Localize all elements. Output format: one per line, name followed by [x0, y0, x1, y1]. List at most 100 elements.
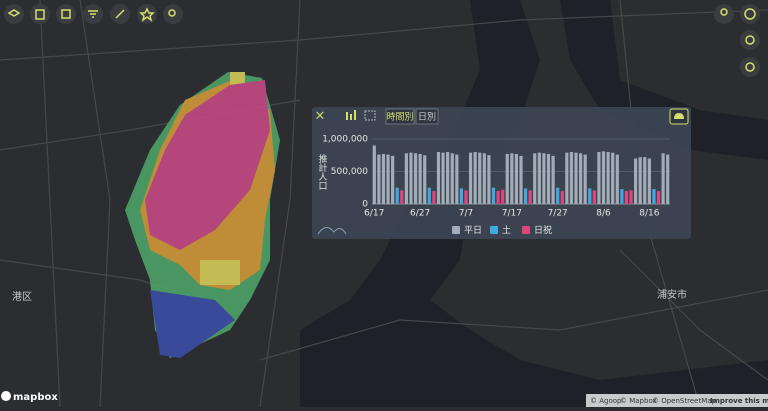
bar [400, 190, 404, 204]
attribution-link[interactable]: Improve this map [710, 397, 768, 405]
x-tick-label: 6/27 [410, 209, 430, 219]
bar [505, 153, 509, 204]
grid-view-icon[interactable] [364, 110, 376, 121]
x-tick-label: 6/17 [364, 209, 384, 219]
road [259, 0, 301, 408]
map-label: 港区 [12, 291, 32, 303]
bar [464, 190, 468, 204]
attribution-link[interactable]: © Mapbox [620, 397, 657, 405]
heatmap [125, 72, 280, 358]
bar [409, 152, 413, 204]
chart: 0 500,000 1,000,000 6/17 6/27 7/7 7/17 7/27 8/6 8… [322, 135, 670, 236]
heat-yellow [230, 72, 245, 87]
road [619, 249, 768, 381]
bar [404, 153, 408, 204]
bar [588, 188, 592, 204]
bar [468, 152, 473, 204]
bar [661, 153, 665, 204]
x-tick-label: 7/27 [548, 209, 568, 219]
bar [537, 152, 541, 204]
bar [381, 153, 386, 204]
bar [418, 153, 422, 204]
chart-panel [312, 107, 691, 239]
favorite-button[interactable] [137, 4, 157, 24]
toolbar [4, 4, 760, 77]
account-button[interactable] [714, 4, 734, 24]
rotate-button[interactable] [740, 30, 760, 50]
bar [455, 154, 459, 204]
layers-button[interactable] [4, 4, 24, 24]
heat-pink [145, 80, 270, 250]
attribution-link[interactable]: © OpenStreetMap [652, 397, 717, 405]
list-button[interactable] [30, 4, 50, 24]
bar [427, 187, 431, 204]
close-button[interactable]: × [315, 109, 326, 124]
bar [386, 154, 390, 204]
bar [496, 191, 500, 204]
icon [745, 62, 755, 72]
x-tick-label: 7/7 [459, 209, 473, 219]
icon [350, 114, 352, 120]
bar [395, 187, 399, 204]
bar [510, 153, 514, 204]
tab-button[interactable] [415, 108, 439, 125]
bar [578, 153, 583, 204]
bar [491, 187, 496, 204]
bar [629, 190, 633, 204]
heat-blue [150, 290, 235, 358]
bar [592, 190, 596, 204]
x-tick-label: 7/17 [502, 209, 522, 219]
bar [459, 188, 464, 204]
bar [624, 191, 629, 204]
road [259, 289, 768, 361]
bar [482, 153, 486, 204]
bar [638, 157, 642, 204]
attribution-bar [586, 394, 768, 407]
bar [487, 155, 491, 204]
bar [372, 145, 376, 204]
bar [514, 153, 519, 204]
attribution-link[interactable]: © Agoop [590, 397, 622, 405]
bar [413, 153, 418, 204]
tab-button[interactable] [385, 108, 415, 125]
icon [115, 9, 125, 19]
bar [377, 154, 381, 204]
bar [519, 155, 523, 204]
legend-swatch [522, 226, 530, 234]
y-tick-label: 0 [362, 200, 368, 210]
bar [423, 155, 427, 204]
icon [346, 112, 348, 120]
bar [656, 191, 661, 204]
bar [523, 188, 528, 204]
bar [432, 191, 436, 204]
locate-button[interactable] [740, 57, 760, 77]
icon [745, 35, 755, 45]
bar [666, 154, 670, 204]
bar [620, 189, 624, 204]
bar [560, 191, 564, 204]
search-button[interactable] [163, 4, 183, 24]
icon [88, 10, 98, 18]
bar [542, 153, 546, 204]
bar [574, 152, 578, 204]
road [79, 0, 111, 408]
bar [528, 190, 532, 204]
bar [441, 152, 445, 204]
tab-label: 日別 [418, 112, 436, 123]
bar [556, 187, 560, 204]
legend-label: 平日 [464, 225, 482, 236]
legend-swatch [452, 226, 460, 234]
bar-view-icon[interactable] [346, 110, 356, 120]
sparkline-icon [317, 227, 347, 235]
y-tick-label: 500,000 [331, 167, 368, 177]
water [560, 0, 768, 160]
bar [450, 153, 454, 204]
calendar-button[interactable] [56, 4, 76, 24]
help-button[interactable] [740, 4, 760, 24]
heat-yellow [200, 260, 240, 285]
icon [61, 9, 71, 19]
y-axis-label: 推計人口 [317, 153, 328, 190]
tab-label: 時間別 [386, 112, 413, 123]
bar [565, 152, 569, 204]
